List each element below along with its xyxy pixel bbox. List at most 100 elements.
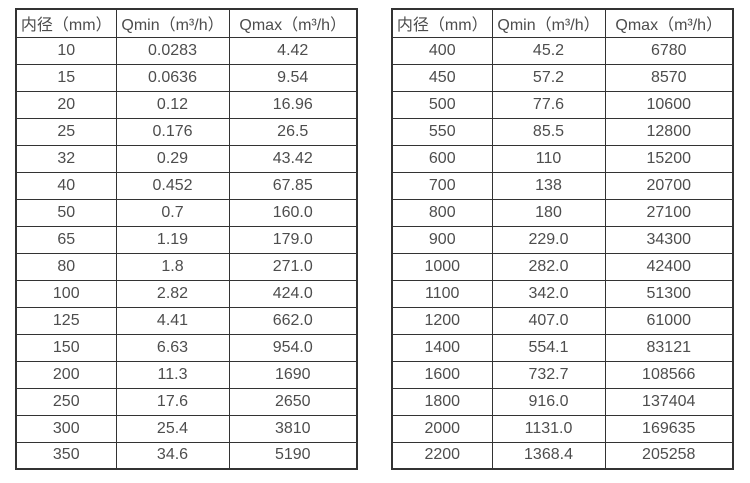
table-row: 1600 732.7 108566 [391, 360, 734, 389]
table-cell: 6780 [604, 36, 734, 65]
table-cell: 3810 [228, 414, 358, 443]
table-header-row: 内径（mm） Qmin（m³/h） Qmax（m³/h） [15, 8, 358, 38]
table-cell: 800 [391, 198, 493, 227]
table-row: 1200 407.0 61000 [391, 306, 734, 335]
table-cell: 10600 [604, 90, 734, 119]
table-cell: 1800 [391, 387, 493, 416]
table-cell: 400 [391, 36, 493, 65]
table-cell: 6.63 [115, 333, 230, 362]
table-cell: 700 [391, 171, 493, 200]
table-row: 300 25.4 3810 [15, 414, 358, 443]
table-cell: 16.96 [228, 90, 358, 119]
header-qmin: Qmin（m³/h） [115, 8, 230, 38]
table-cell: 45.2 [491, 36, 606, 65]
table-row: 600 110 15200 [391, 144, 734, 173]
flow-table-right: 内径（mm） Qmin（m³/h） Qmax（m³/h） 400 45.2 6780… [391, 8, 734, 470]
flow-table-right-body: 400 45.2 6780 450 57.2 8570 500 77.6 10600 550 85.… [391, 36, 734, 470]
table-cell: 2650 [228, 387, 358, 416]
table-cell: 34.6 [115, 441, 230, 470]
header-inner-diameter: 内径（mm） [391, 8, 493, 38]
table-row: 1800 916.0 137404 [391, 387, 734, 416]
table-row: 250 17.6 2650 [15, 387, 358, 416]
table-cell: 15200 [604, 144, 734, 173]
table-cell: 1100 [391, 279, 493, 308]
table-cell: 17.6 [115, 387, 230, 416]
table-row: 15 0.0636 9.54 [15, 63, 358, 92]
table-row: 65 1.19 179.0 [15, 225, 358, 254]
table-cell: 160.0 [228, 198, 358, 227]
table-cell: 51300 [604, 279, 734, 308]
table-cell: 40 [15, 171, 117, 200]
table-cell: 350 [15, 441, 117, 470]
table-cell: 67.85 [228, 171, 358, 200]
table-cell: 20700 [604, 171, 734, 200]
table-cell: 27100 [604, 198, 734, 227]
table-cell: 282.0 [491, 252, 606, 281]
table-cell: 65 [15, 225, 117, 254]
table-header-row: 内径（mm） Qmin（m³/h） Qmax（m³/h） [391, 8, 734, 38]
table-cell: 2.82 [115, 279, 230, 308]
table-cell: 229.0 [491, 225, 606, 254]
table-cell: 554.1 [491, 333, 606, 362]
table-cell: 916.0 [491, 387, 606, 416]
table-row: 2000 1131.0 169635 [391, 414, 734, 443]
flow-table-left-body: 10 0.0283 4.42 15 0.0636 9.54 20 0.12 16.96 25 0.1… [15, 36, 358, 470]
table-cell: 600 [391, 144, 493, 173]
table-row: 20 0.12 16.96 [15, 90, 358, 119]
table-cell: 83121 [604, 333, 734, 362]
table-cell: 42400 [604, 252, 734, 281]
table-cell: 407.0 [491, 306, 606, 335]
table-cell: 1600 [391, 360, 493, 389]
table-cell: 550 [391, 117, 493, 146]
table-cell: 50 [15, 198, 117, 227]
table-cell: 1690 [228, 360, 358, 389]
table-row: 800 180 27100 [391, 198, 734, 227]
table-row: 80 1.8 271.0 [15, 252, 358, 281]
table-cell: 32 [15, 144, 117, 173]
table-cell: 43.42 [228, 144, 358, 173]
table-cell: 4.41 [115, 306, 230, 335]
table-cell: 0.0636 [115, 63, 230, 92]
table-cell: 10 [15, 36, 117, 65]
table-cell: 179.0 [228, 225, 358, 254]
table-cell: 2000 [391, 414, 493, 443]
flow-table-left: 内径（mm） Qmin（m³/h） Qmax（m³/h） 10 0.0283 4.4… [15, 8, 358, 470]
table-cell: 2200 [391, 441, 493, 470]
table-cell: 26.5 [228, 117, 358, 146]
table-cell: 5190 [228, 441, 358, 470]
table-cell: 180 [491, 198, 606, 227]
table-cell: 0.7 [115, 198, 230, 227]
table-cell: 57.2 [491, 63, 606, 92]
table-cell: 150 [15, 333, 117, 362]
table-cell: 100 [15, 279, 117, 308]
table-row: 1000 282.0 42400 [391, 252, 734, 281]
table-cell: 1000 [391, 252, 493, 281]
table-cell: 1.8 [115, 252, 230, 281]
table-cell: 169635 [604, 414, 734, 443]
table-row: 550 85.5 12800 [391, 117, 734, 146]
table-cell: 34300 [604, 225, 734, 254]
table-cell: 342.0 [491, 279, 606, 308]
header-qmax: Qmax（m³/h） [228, 8, 358, 38]
table-cell: 1200 [391, 306, 493, 335]
table-cell: 1131.0 [491, 414, 606, 443]
table-cell: 954.0 [228, 333, 358, 362]
table-cell: 85.5 [491, 117, 606, 146]
table-row: 450 57.2 8570 [391, 63, 734, 92]
table-cell: 12800 [604, 117, 734, 146]
table-cell: 1400 [391, 333, 493, 362]
table-cell: 110 [491, 144, 606, 173]
table-row: 200 11.3 1690 [15, 360, 358, 389]
table-cell: 732.7 [491, 360, 606, 389]
table-row: 40 0.452 67.85 [15, 171, 358, 200]
table-cell: 450 [391, 63, 493, 92]
table-cell: 8570 [604, 63, 734, 92]
table-row: 150 6.63 954.0 [15, 333, 358, 362]
table-cell: 77.6 [491, 90, 606, 119]
table-cell: 108566 [604, 360, 734, 389]
table-row: 400 45.2 6780 [391, 36, 734, 65]
table-cell: 0.0283 [115, 36, 230, 65]
table-cell: 138 [491, 171, 606, 200]
table-row: 32 0.29 43.42 [15, 144, 358, 173]
